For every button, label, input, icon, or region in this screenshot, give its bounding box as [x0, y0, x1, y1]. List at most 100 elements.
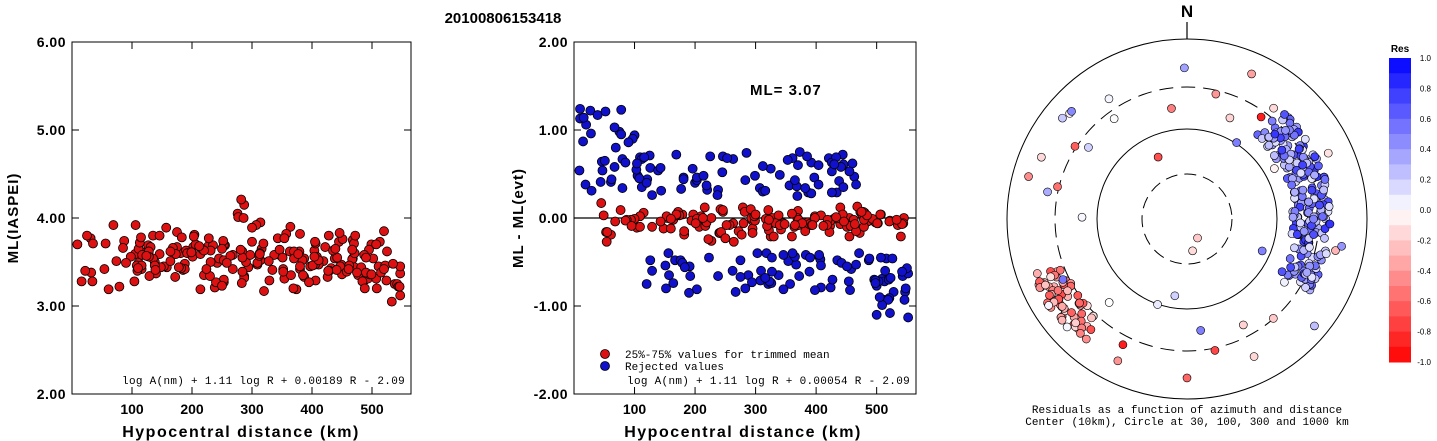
- legend-label-trimmed: 25%-75% values for trimmed mean: [625, 350, 830, 362]
- data-point: [352, 267, 362, 278]
- data-point: [218, 235, 229, 246]
- data-point: [144, 271, 155, 281]
- data-point: [887, 253, 898, 264]
- data-point: [118, 243, 128, 253]
- data-point: [760, 272, 771, 283]
- data-point: [609, 122, 620, 133]
- data-point: [161, 222, 172, 233]
- colorbar-tick-label: -0.8: [1417, 328, 1431, 337]
- data-point: [267, 265, 278, 275]
- data-point: [154, 230, 165, 241]
- residual-point: [1045, 290, 1054, 300]
- data-point: [288, 283, 299, 294]
- data-point: [699, 202, 710, 213]
- data-point: [814, 250, 825, 260]
- data-point: [600, 106, 611, 117]
- colorbar: Res 1.0 0.8 0.6 0.4 0.2 0.0 -0.2 -0.4 -0.6 -0.8 -1…: [1389, 44, 1432, 367]
- data-point: [371, 239, 382, 250]
- data-point: [381, 275, 392, 286]
- panel1-ylabel: ML(IASPEI): [5, 173, 22, 264]
- colorbar-tick-label: 0.6: [1420, 115, 1432, 124]
- ytick-label: 5.00: [37, 122, 66, 138]
- data-point: [201, 264, 212, 274]
- colorbar-cell: [1389, 103, 1411, 120]
- xtick-label: 100: [623, 401, 647, 417]
- residual-point: [1086, 325, 1096, 334]
- data-point: [371, 283, 382, 294]
- residual-point: [1057, 315, 1067, 325]
- residual-point: [1104, 298, 1114, 307]
- colorbar-cell: [1389, 286, 1411, 302]
- residual-point: [1302, 268, 1312, 277]
- data-point: [800, 183, 811, 193]
- data-point: [578, 136, 588, 147]
- data-point: [684, 287, 694, 298]
- residual-point: [1320, 234, 1329, 243]
- polar-caption-line1: Residuals as a function of azimuth and d…: [1032, 405, 1342, 417]
- residual-point: [1077, 212, 1087, 222]
- data-point: [665, 223, 676, 234]
- data-point: [99, 264, 110, 274]
- data-point: [880, 265, 891, 276]
- data-point: [661, 283, 671, 294]
- data-point: [586, 185, 597, 196]
- data-point: [747, 228, 758, 238]
- data-point: [217, 243, 227, 254]
- data-point: [690, 218, 701, 229]
- residual-point: [1062, 322, 1072, 332]
- data-point: [645, 255, 656, 266]
- residual-point: [1113, 356, 1123, 366]
- residual-point: [1270, 164, 1279, 173]
- data-point: [176, 232, 187, 243]
- data-point: [827, 274, 838, 285]
- data-point: [331, 265, 342, 275]
- residual-point: [1296, 168, 1306, 178]
- residual-point: [1286, 263, 1295, 272]
- data-point: [864, 253, 875, 264]
- data-point: [656, 185, 667, 196]
- data-point: [227, 264, 238, 274]
- data-point: [790, 175, 800, 186]
- data-point: [235, 244, 246, 255]
- residual-point: [1081, 334, 1091, 344]
- data-point: [809, 172, 820, 183]
- residual-point: [1193, 233, 1202, 243]
- colorbar-label: Res: [1391, 44, 1410, 55]
- residual-point: [1270, 151, 1279, 160]
- polar-points: [1024, 63, 1346, 383]
- residual-point: [1290, 187, 1299, 197]
- panel2-ml-annotation: ML= 3.07: [750, 82, 822, 99]
- data-point: [843, 276, 854, 287]
- ytick-label: 1.00: [539, 122, 568, 138]
- colorbar-cell: [1389, 331, 1411, 348]
- data-point: [790, 220, 800, 230]
- colorbar-tick-label: -0.4: [1417, 267, 1431, 276]
- data-point: [779, 219, 790, 230]
- data-point: [727, 265, 738, 276]
- residual-point: [1170, 291, 1180, 301]
- residual-point: [1071, 318, 1080, 328]
- data-point: [782, 155, 793, 165]
- data-point: [875, 209, 886, 220]
- panel2-xlabel: Hypocentral distance (km): [624, 424, 862, 441]
- residual-point: [1287, 180, 1296, 190]
- data-point: [293, 249, 304, 259]
- data-point: [671, 149, 682, 160]
- residual-point: [1324, 202, 1334, 211]
- residual-point: [1310, 321, 1319, 331]
- panel3-polar: N Residuals as a function of azimuth and…: [1006, 2, 1368, 429]
- colorbar-cell: [1389, 240, 1411, 257]
- data-point: [703, 234, 714, 245]
- data-point: [793, 160, 803, 171]
- data-point: [247, 222, 257, 233]
- data-point: [580, 179, 591, 190]
- data-point: [323, 265, 334, 276]
- residual-point: [1319, 185, 1328, 195]
- residual-point: [1247, 69, 1256, 79]
- residual-point: [1211, 89, 1221, 99]
- colorbar-tick-label: -1.0: [1417, 358, 1431, 367]
- data-point: [721, 220, 732, 230]
- colorbar-cell: [1389, 346, 1411, 363]
- data-point: [738, 218, 749, 229]
- data-point: [277, 252, 288, 263]
